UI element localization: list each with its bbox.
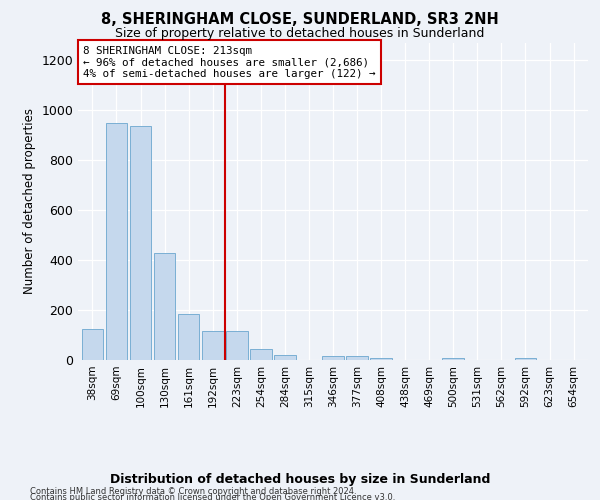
Y-axis label: Number of detached properties: Number of detached properties <box>23 108 36 294</box>
Bar <box>130 126 151 360</box>
Bar <box>178 314 199 360</box>
Text: Contains public sector information licensed under the Open Government Licence v3: Contains public sector information licen… <box>30 494 395 500</box>
Bar <box>346 356 368 360</box>
Bar <box>322 356 344 360</box>
Text: Distribution of detached houses by size in Sunderland: Distribution of detached houses by size … <box>110 472 490 486</box>
Bar <box>442 358 464 360</box>
Bar <box>515 358 536 360</box>
Bar <box>250 349 272 360</box>
Text: 8 SHERINGHAM CLOSE: 213sqm
← 96% of detached houses are smaller (2,686)
4% of se: 8 SHERINGHAM CLOSE: 213sqm ← 96% of deta… <box>83 46 376 79</box>
Text: 8, SHERINGHAM CLOSE, SUNDERLAND, SR3 2NH: 8, SHERINGHAM CLOSE, SUNDERLAND, SR3 2NH <box>101 12 499 28</box>
Bar <box>274 354 296 360</box>
Bar <box>154 252 175 360</box>
Bar <box>82 329 103 360</box>
Bar <box>106 122 127 360</box>
Bar <box>226 331 248 360</box>
Bar <box>370 358 392 360</box>
Bar <box>202 331 224 360</box>
Text: Size of property relative to detached houses in Sunderland: Size of property relative to detached ho… <box>115 28 485 40</box>
Text: Contains HM Land Registry data © Crown copyright and database right 2024.: Contains HM Land Registry data © Crown c… <box>30 488 356 496</box>
